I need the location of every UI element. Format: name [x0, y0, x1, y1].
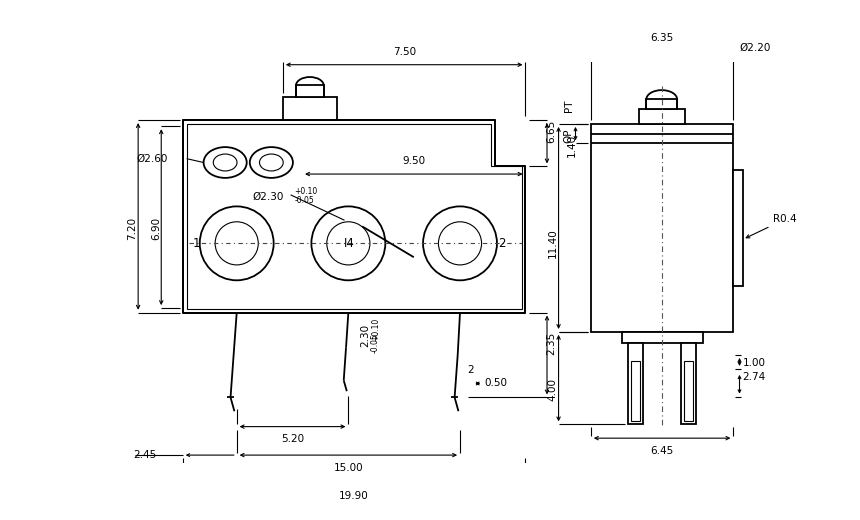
- Text: 19.90: 19.90: [339, 491, 369, 501]
- Text: 7.20: 7.20: [127, 216, 137, 240]
- Text: 2.35: 2.35: [546, 332, 556, 355]
- Ellipse shape: [249, 147, 293, 178]
- Text: Ø2.30: Ø2.30: [252, 192, 284, 202]
- Polygon shape: [183, 120, 525, 313]
- Bar: [283, 97, 337, 120]
- Bar: [296, 85, 323, 97]
- Text: I4: I4: [344, 237, 354, 250]
- Text: 9.50: 9.50: [402, 157, 426, 166]
- Text: 7.50: 7.50: [393, 47, 415, 57]
- Text: -0.05: -0.05: [371, 334, 380, 354]
- Text: 1.40: 1.40: [567, 134, 577, 157]
- Bar: [734, 170, 742, 285]
- Text: OP: OP: [563, 129, 574, 143]
- Text: Ø2.60: Ø2.60: [136, 153, 168, 164]
- Bar: [591, 124, 734, 332]
- Text: 6.35: 6.35: [650, 33, 673, 43]
- Text: 2: 2: [468, 365, 474, 374]
- Circle shape: [423, 206, 497, 280]
- Text: 2.30: 2.30: [360, 324, 371, 347]
- Circle shape: [439, 222, 482, 265]
- Text: +0.10: +0.10: [371, 318, 380, 341]
- Text: Ø2.20: Ø2.20: [740, 43, 771, 53]
- Text: +0.10: +0.10: [294, 187, 317, 196]
- Bar: [639, 109, 685, 124]
- Bar: [631, 360, 640, 421]
- Text: PT: PT: [563, 100, 574, 112]
- Bar: [628, 343, 643, 424]
- Text: 2.74: 2.74: [742, 372, 766, 382]
- Text: 5.20: 5.20: [281, 434, 304, 444]
- Circle shape: [215, 222, 258, 265]
- Text: 6.65: 6.65: [546, 120, 556, 143]
- Circle shape: [200, 206, 273, 280]
- Text: 15.00: 15.00: [334, 463, 363, 473]
- Bar: [622, 332, 703, 343]
- Text: 11.40: 11.40: [548, 228, 557, 258]
- Circle shape: [327, 222, 370, 265]
- Circle shape: [311, 206, 385, 280]
- Text: -0.05: -0.05: [294, 197, 314, 205]
- Text: 0.50: 0.50: [485, 379, 507, 388]
- Bar: [681, 343, 697, 424]
- Bar: [647, 99, 677, 109]
- Text: 2: 2: [499, 237, 506, 250]
- Text: 6.45: 6.45: [650, 446, 673, 456]
- Ellipse shape: [204, 147, 247, 178]
- Text: 1.00: 1.00: [742, 358, 765, 368]
- Bar: [684, 360, 693, 421]
- Text: 1: 1: [193, 237, 200, 250]
- Text: 6.90: 6.90: [151, 217, 162, 240]
- Text: 2.45: 2.45: [132, 450, 156, 460]
- Text: 4.00: 4.00: [548, 378, 557, 401]
- Text: R0.4: R0.4: [746, 214, 797, 238]
